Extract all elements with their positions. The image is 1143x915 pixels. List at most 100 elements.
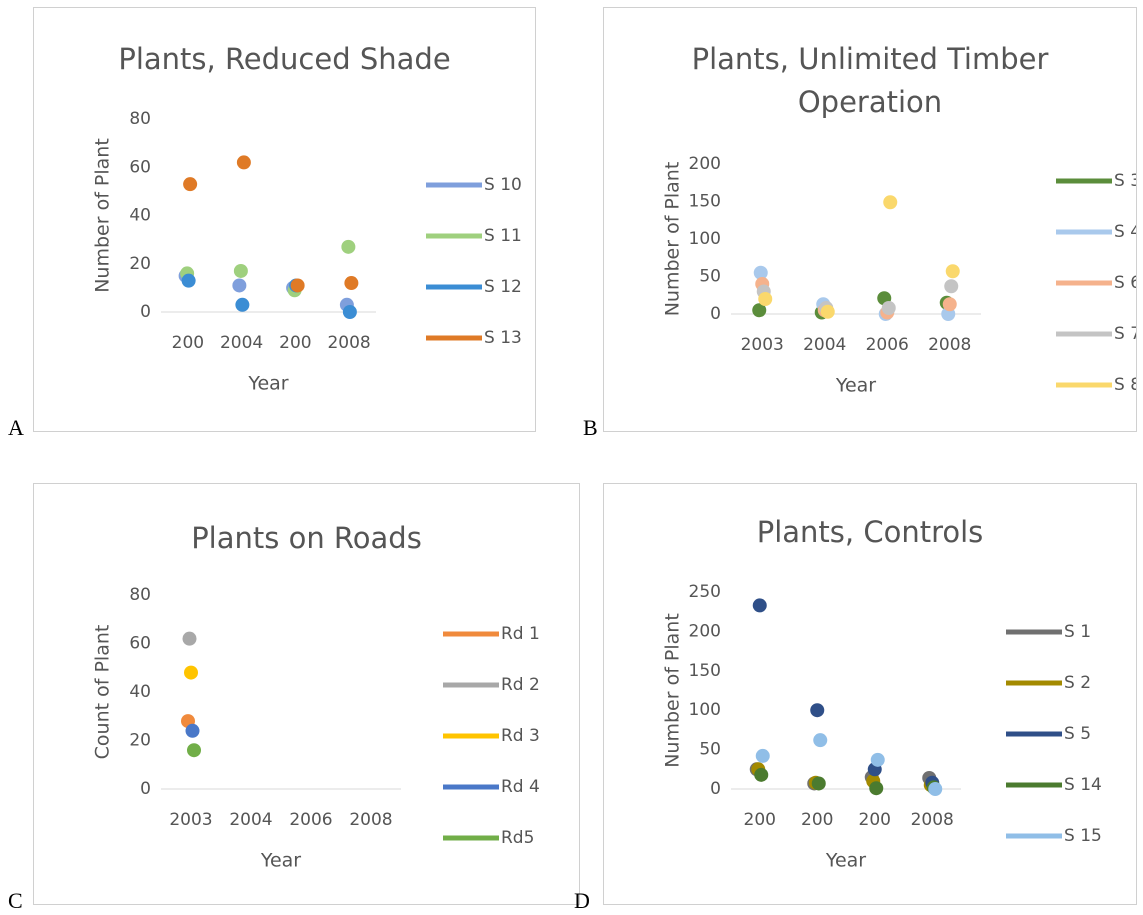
y-tick-label: 200: [689, 621, 721, 641]
chart-panel: Plants, Controls 0 50 100 150 200 250 200 200 200…: [603, 483, 1137, 905]
x-tick-label: 2006: [866, 335, 909, 355]
data-point: [344, 276, 359, 291]
y-tick-label: 100: [689, 229, 721, 249]
y-tick-label: 60: [129, 634, 151, 654]
data-point: [813, 733, 828, 748]
data-point: [945, 264, 960, 279]
data-point: [181, 273, 196, 288]
x-tick-label: 2008: [911, 810, 954, 830]
y-tick-label: 40: [129, 206, 151, 226]
data-point: [235, 297, 250, 312]
panel-label: A: [8, 415, 24, 440]
y-axis-title: Count of Plant: [92, 625, 114, 760]
y-tick-label: 50: [699, 740, 721, 760]
x-axis-title: Year: [835, 375, 876, 397]
legend-label: S 15: [1064, 826, 1102, 846]
y-tick-label: 150: [689, 661, 721, 681]
data-point: [754, 767, 769, 782]
data-point: [881, 301, 896, 315]
data-point: [928, 782, 943, 796]
x-axis-title: Year: [825, 850, 866, 872]
plot: 0 20 40 60 80 2003 2004 2006 2008 Year Count of Pl…: [92, 585, 540, 872]
y-tick-label: 20: [129, 254, 151, 274]
y-tick-label: 250: [689, 582, 721, 602]
plot: 0 50 100 150 200 250 200 200 200 2008 Year Number o…: [662, 582, 1102, 872]
x-tick-label: 200: [279, 333, 311, 353]
chart-title: Plants, Reduced Shade: [118, 42, 451, 76]
data-point: [342, 305, 357, 319]
plot: 0 20 40 60 80 200 2004 200 2008 Year Number of Pla…: [92, 109, 522, 395]
x-tick-label: 200: [172, 333, 204, 353]
data-point: [232, 278, 247, 293]
data-point: [187, 743, 201, 758]
data-point: [184, 665, 198, 680]
data-point: [942, 297, 957, 312]
x-tick-label: 2008: [928, 335, 971, 355]
chart-panel: Plants, Reduced Shade 0 20 40 60 80 200 2004 200…: [33, 7, 536, 432]
x-axis-title: Year: [260, 850, 301, 872]
chart-title: Plants on Roads: [191, 521, 422, 555]
legend-label: Rd 1: [501, 624, 540, 644]
y-tick-label: 40: [129, 682, 151, 702]
data-point: [870, 752, 885, 767]
x-tick-label: 2008: [349, 810, 392, 830]
data-point: [185, 723, 200, 738]
legend-label: S 10: [484, 175, 522, 195]
legend-label: Rd 4: [501, 777, 540, 797]
data-point: [820, 304, 835, 319]
data-point: [811, 776, 826, 791]
x-tick-label: 200: [859, 810, 891, 830]
data-point: [944, 279, 959, 294]
panel-label: D: [574, 888, 590, 913]
chart-title: Plants, Unlimited Timber Operation: [691, 42, 1049, 119]
y-tick-label: 0: [140, 779, 151, 799]
legend-label: S 2: [1064, 673, 1091, 693]
legend-label: S 7: [1114, 324, 1136, 344]
legend-label: S 5: [1064, 724, 1091, 744]
y-tick-label: 0: [710, 779, 721, 799]
x-tick-label: 2004: [803, 335, 846, 355]
y-tick-label: 150: [689, 192, 721, 212]
y-tick-label: 20: [129, 731, 151, 751]
y-axis-title: Number of Plant: [662, 162, 684, 317]
y-tick-label: 60: [129, 157, 151, 177]
data-point: [236, 155, 251, 170]
legend-label: S 4: [1114, 222, 1136, 242]
x-tick-label: 200: [744, 810, 776, 830]
y-tick-label: 0: [140, 302, 151, 322]
x-tick-label: 200: [801, 810, 833, 830]
legend-label: S 12: [484, 277, 522, 297]
panel-label: B: [583, 415, 598, 440]
legend-label: S 14: [1064, 775, 1102, 795]
panel-label: C: [8, 888, 23, 913]
y-axis-title: Number of Plant: [92, 138, 114, 293]
x-tick-label: 2006: [289, 810, 332, 830]
legend-label: S 11: [484, 226, 522, 246]
data-point: [869, 781, 884, 796]
y-tick-label: 100: [689, 700, 721, 720]
data-point: [752, 598, 767, 613]
data-point: [755, 748, 770, 763]
x-tick-label: 2004: [229, 810, 272, 830]
y-tick-label: 200: [689, 154, 721, 174]
legend-label: S 6: [1114, 273, 1136, 293]
data-point: [810, 703, 825, 718]
y-axis-title: Number of Plant: [662, 613, 684, 768]
data-point: [883, 195, 898, 210]
data-point: [182, 631, 197, 646]
data-point: [183, 177, 198, 192]
data-point: [758, 292, 773, 306]
legend-label: S 1: [1064, 622, 1091, 642]
legend-label: S 3: [1114, 171, 1136, 191]
data-point: [752, 303, 767, 318]
plot: 0 50 100 150 200 2003 2004 2006 2008 Year Number o…: [662, 154, 1137, 397]
x-axis-title: Year: [247, 373, 288, 395]
data-point: [341, 239, 356, 254]
y-tick-label: 50: [699, 267, 721, 287]
x-tick-label: 2003: [169, 810, 212, 830]
y-tick-label: 0: [710, 304, 721, 324]
legend-label: Rd 3: [501, 726, 540, 746]
chart-panel: Plants on Roads 0 20 40 60 80 2003 2004 2006 2008…: [33, 483, 580, 905]
legend-label: Rd 2: [501, 675, 540, 695]
legend-label: Rd5: [501, 828, 534, 848]
